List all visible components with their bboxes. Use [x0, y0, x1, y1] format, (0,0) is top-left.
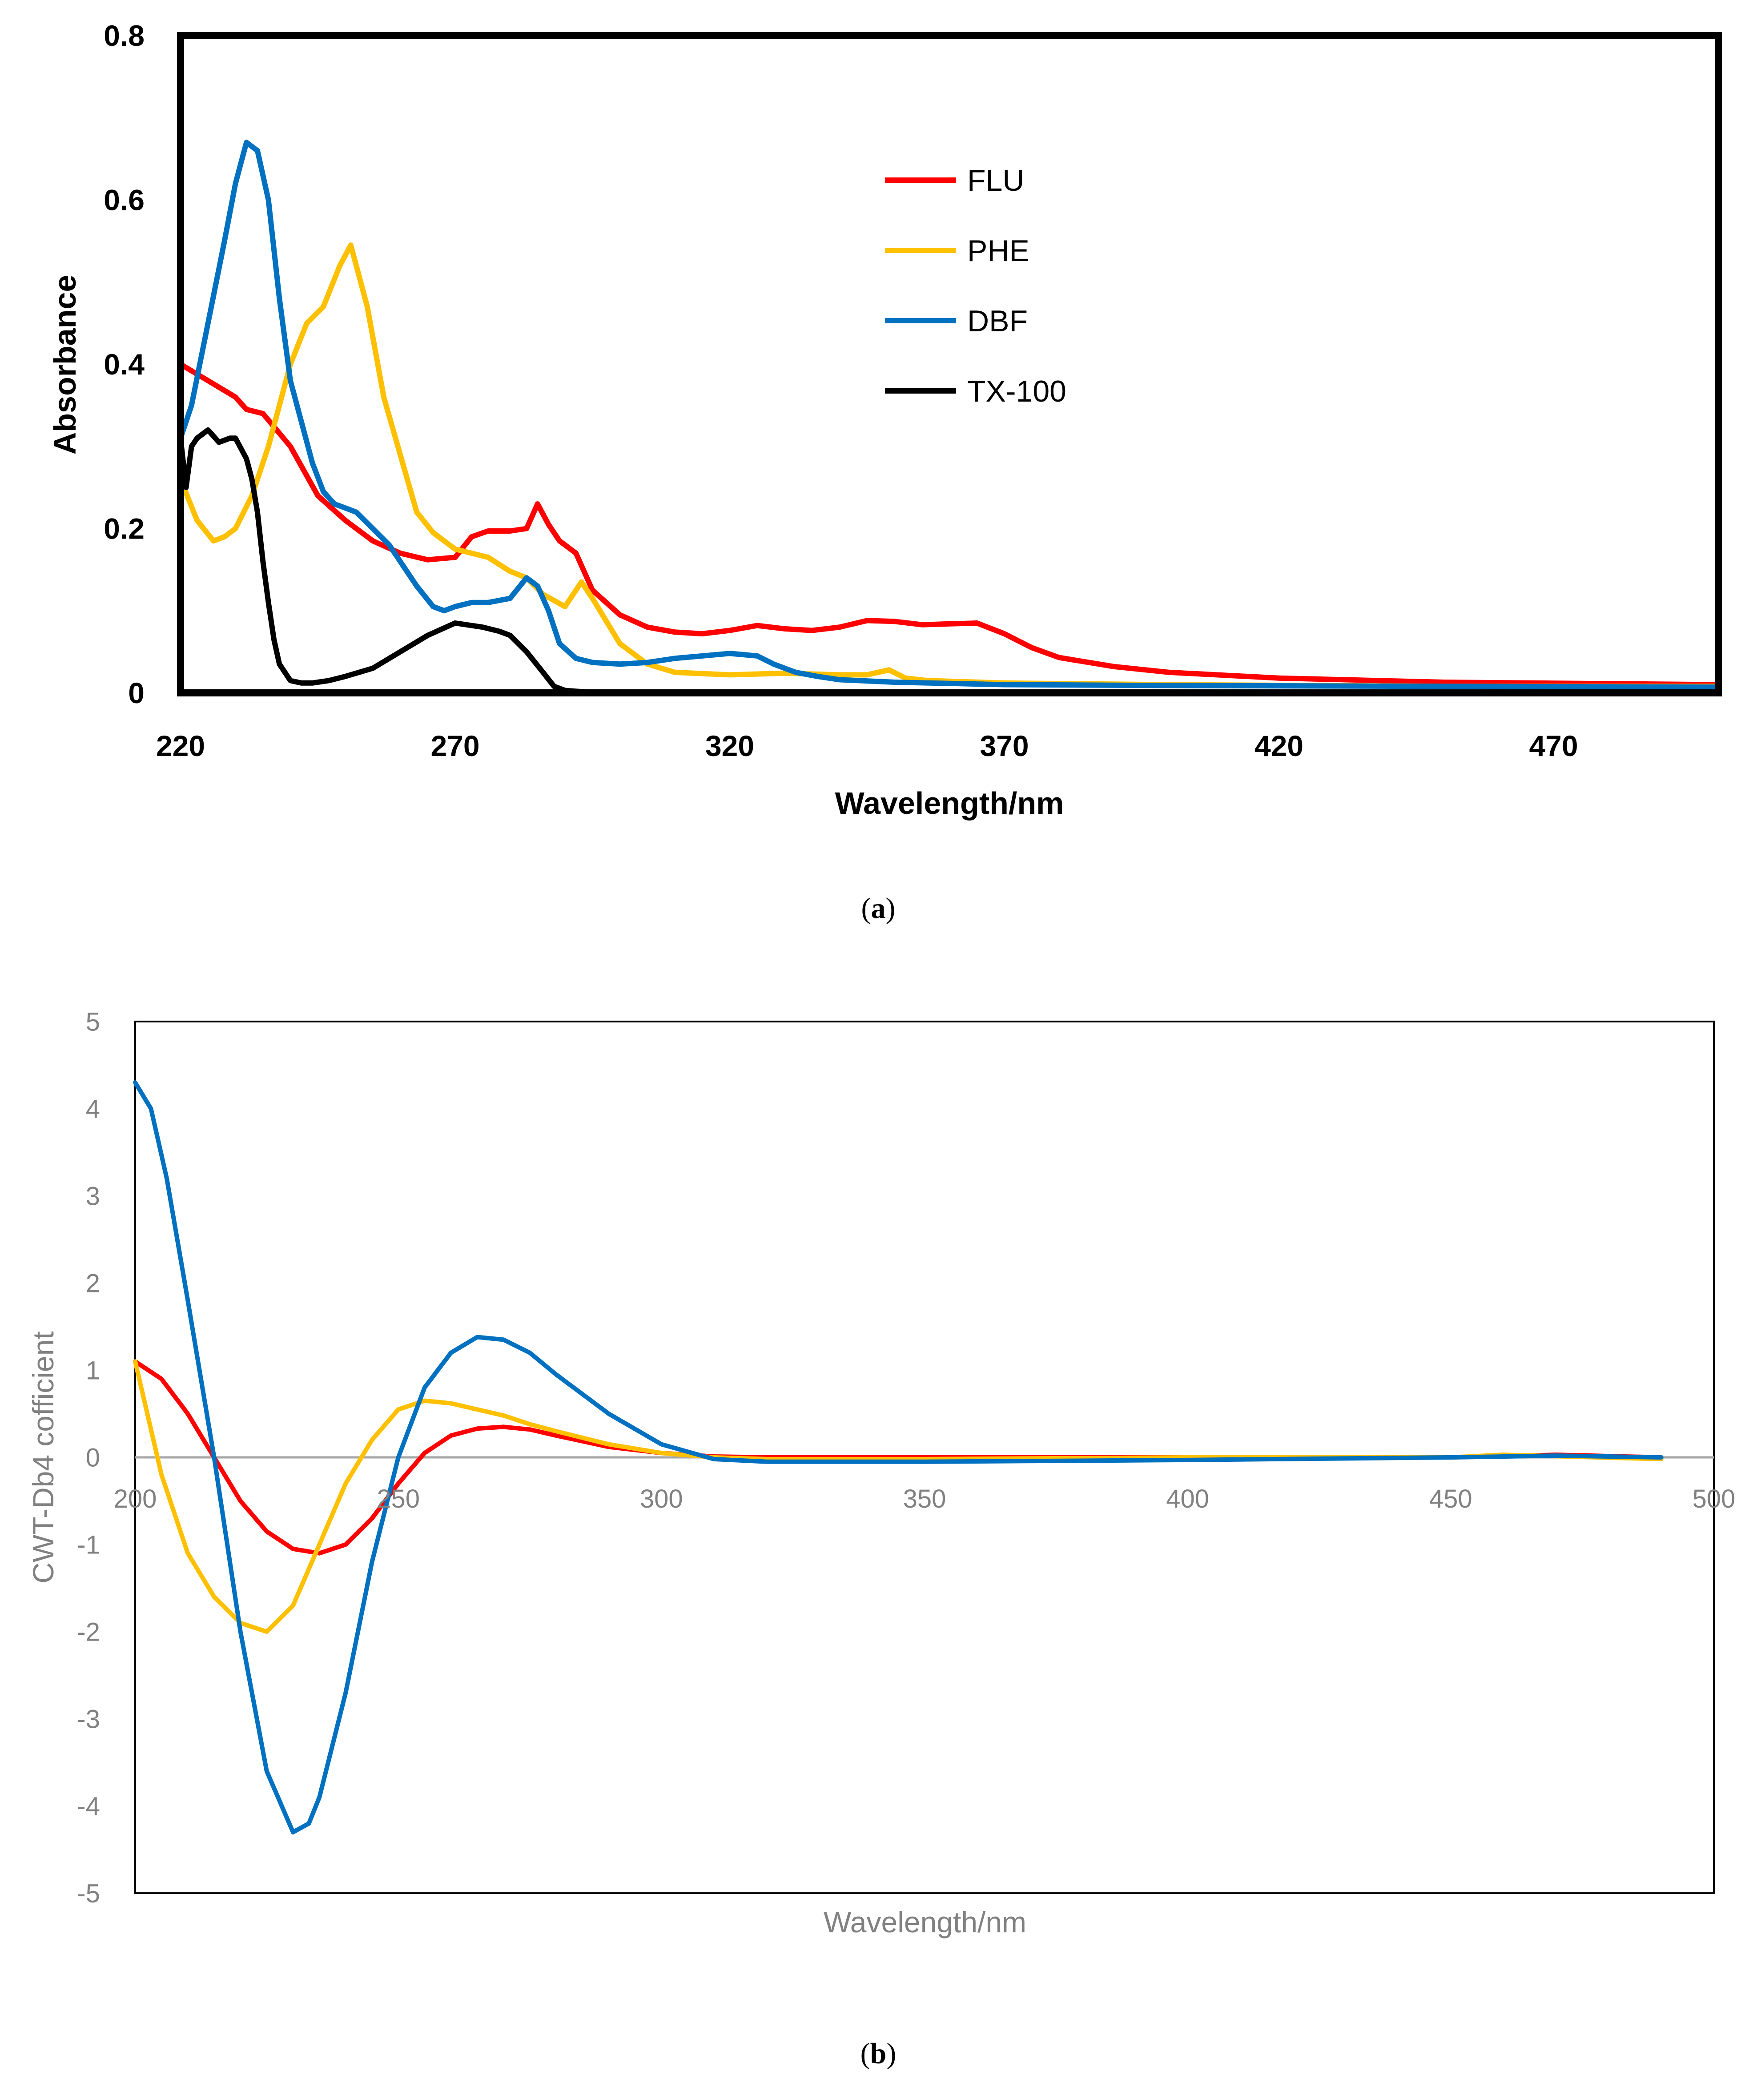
panel-b-x-tick-label: 400 — [1166, 1484, 1209, 1513]
panel-a-plot-frame — [177, 32, 1722, 696]
panel-b-plot-lines — [133, 1080, 1664, 1834]
panel-b-caption-letter: b — [870, 2037, 887, 2070]
panel-a-x-tick-label: 470 — [1529, 729, 1578, 762]
panel-b-y-axis-title: CWT-Db4 cofficient — [27, 1331, 60, 1583]
panel-a-y-tick-label: 0.8 — [104, 19, 145, 52]
panel-b-y-tick-label: 1 — [86, 1356, 100, 1385]
panel-a-x-tick-label: 370 — [980, 729, 1029, 762]
panel-b-line-series-2 — [133, 1359, 1664, 1634]
panel-b-y-ticks: -5 -4 -3 -2 -1 0 1 2 3 4 5 — [77, 1007, 100, 1908]
panel-a-caption-letter: a — [871, 892, 886, 925]
panel-a-legend-label-flu: FLU — [967, 164, 1024, 197]
chart-panel-b: -5 -4 -3 -2 -1 0 1 2 3 4 5 200 250 300 350 400 450 500 W… — [27, 1007, 1735, 1939]
panel-b-x-tick-label: 350 — [903, 1484, 946, 1513]
panel-b-y-tick-label: -4 — [77, 1792, 100, 1821]
panel-a-legend: FLU PHE DBF TX-100 — [885, 164, 1066, 408]
panel-a-y-tick-label: 0.4 — [104, 348, 145, 381]
panel-a-line-phe — [178, 242, 1721, 689]
panel-a-y-tick-label: 0.6 — [104, 184, 145, 217]
panel-a-line-tx-100 — [178, 427, 1721, 696]
chart-panel-a: 0 0.2 0.4 0.6 0.8 220 270 320 370 420 470 Wavelen… — [48, 19, 1722, 821]
panel-b-y-tick-label: -5 — [77, 1879, 100, 1908]
panel-a-legend-label-dbf: DBF — [967, 304, 1028, 338]
panel-a-x-tick-label: 220 — [156, 729, 205, 762]
panel-a-x-tick-label: 320 — [705, 729, 754, 762]
panel-a-y-ticks: 0 0.2 0.4 0.6 0.8 — [104, 19, 145, 709]
panel-a-y-axis-title: Absorbance — [48, 275, 82, 455]
panel-a-line-flu — [178, 362, 1721, 688]
panel-b-y-tick-label: 3 — [86, 1182, 100, 1211]
panel-b-y-tick-label: 0 — [86, 1443, 100, 1472]
panel-a-x-axis-title: Wavelength/nm — [835, 786, 1064, 821]
panel-b-y-tick-label: 5 — [86, 1007, 100, 1036]
panel-b-y-tick-label: -2 — [77, 1617, 100, 1646]
panel-a-legend-label-phe: PHE — [967, 234, 1029, 268]
panel-b-x-tick-label: 200 — [114, 1484, 157, 1513]
panel-a-caption: (a) — [861, 892, 896, 925]
panel-a-line-dbf — [178, 140, 1721, 690]
panel-a-legend-label-tx-100: TX-100 — [967, 374, 1066, 408]
panel-a-y-tick-label: 0 — [128, 676, 145, 709]
panel-a-x-tick-label: 420 — [1254, 729, 1303, 762]
panel-b-y-tick-label: -3 — [77, 1705, 100, 1734]
panel-b-line-series-3 — [133, 1080, 1664, 1834]
panel-b-x-ticks: 200 250 300 350 400 450 500 — [114, 1484, 1736, 1513]
panel-b-x-tick-label: 250 — [377, 1484, 420, 1513]
panel-b-y-tick-label: 2 — [86, 1269, 100, 1298]
panel-a-y-tick-label: 0.2 — [104, 512, 145, 545]
panel-a-x-ticks: 220 270 320 370 420 470 — [156, 729, 1578, 762]
panel-b-x-tick-label: 450 — [1429, 1484, 1472, 1513]
panel-b-x-tick-label: 300 — [640, 1484, 683, 1513]
panel-b-x-axis-title: Wavelength/nm — [824, 1906, 1026, 1939]
panel-b-y-tick-label: -1 — [77, 1530, 100, 1559]
panel-b-caption: (b) — [860, 2037, 897, 2070]
panel-a-x-tick-label: 270 — [430, 729, 479, 762]
panel-b-y-tick-label: 4 — [86, 1094, 100, 1123]
panel-a-plot-lines — [178, 140, 1721, 696]
panel-b-x-tick-label: 500 — [1693, 1484, 1736, 1513]
